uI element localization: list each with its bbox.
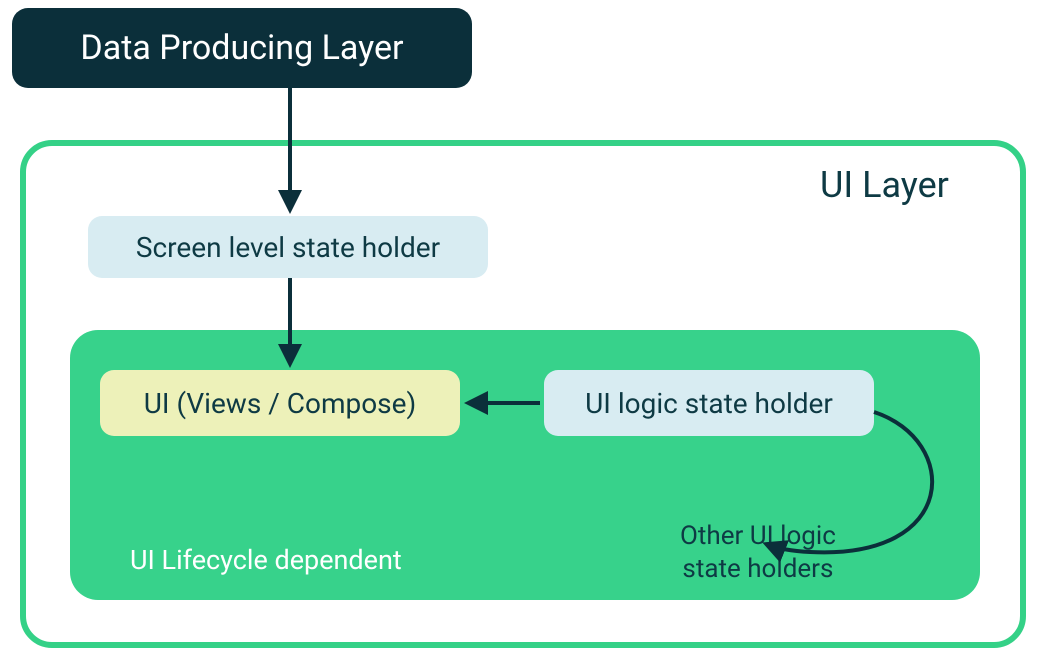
- caption-other-ui-logic: Other UI logic state holders: [680, 520, 836, 585]
- node-ui-logic-state-holder: UI logic state holder: [544, 370, 874, 436]
- node-label: UI logic state holder: [585, 387, 833, 420]
- node-label: UI (Views / Compose): [144, 387, 416, 420]
- ui-layer-title-text: UI Layer: [820, 164, 949, 206]
- caption-line2: state holders: [682, 553, 833, 586]
- lifecycle-label: UI Lifecycle dependent: [130, 544, 402, 576]
- node-screen-state-holder: Screen level state holder: [88, 216, 488, 278]
- node-data-producing-layer: Data Producing Layer: [12, 8, 472, 88]
- node-label: Data Producing Layer: [80, 28, 403, 68]
- node-label: Screen level state holder: [136, 231, 440, 264]
- lifecycle-label-text: UI Lifecycle dependent: [130, 544, 402, 576]
- diagram-stage: Data Producing Layer UI Layer UI Lifecyc…: [0, 0, 1046, 663]
- caption-line1: Other UI logic: [680, 520, 836, 553]
- node-ui-views-compose: UI (Views / Compose): [100, 370, 460, 436]
- ui-layer-title: UI Layer: [820, 164, 949, 206]
